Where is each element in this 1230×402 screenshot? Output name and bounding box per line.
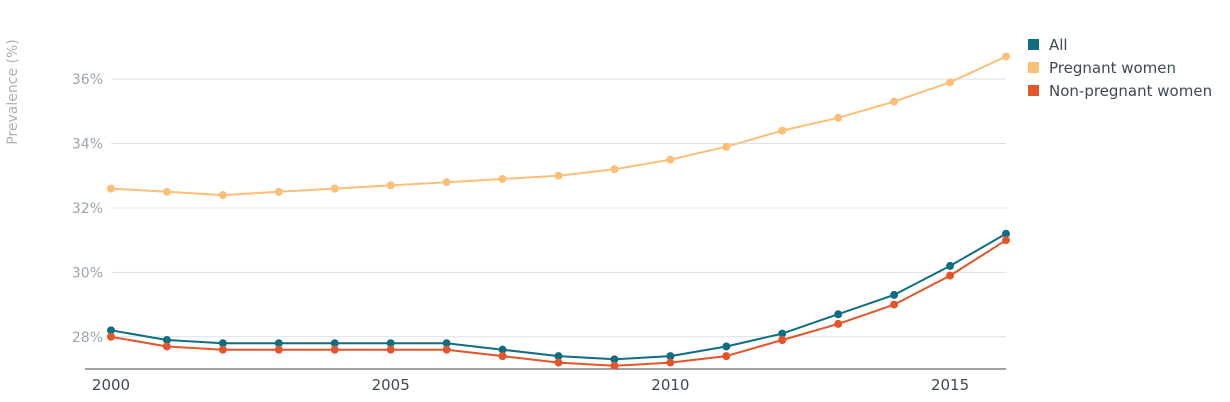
- x-tick-label: 2000: [92, 376, 130, 394]
- legend-item: Non-pregnant women: [1028, 79, 1212, 102]
- data-point: [666, 352, 675, 361]
- data-point: [554, 358, 563, 367]
- series-line: [110, 232, 1007, 361]
- data-point: [107, 184, 115, 193]
- data-point: [386, 339, 395, 348]
- legend-label: Non-pregnant women: [1049, 81, 1213, 100]
- data-point: [107, 326, 115, 335]
- data-point: [778, 329, 787, 338]
- data-point: [946, 271, 955, 280]
- data-point: [162, 187, 171, 196]
- gridlines: [85, 78, 1006, 370]
- x-tick-label: 2010: [651, 376, 689, 394]
- data-point: [1002, 236, 1010, 245]
- data-point: [722, 142, 731, 151]
- legend-item: All: [1028, 33, 1212, 56]
- data-point: [274, 187, 283, 196]
- data-point: [218, 345, 227, 354]
- series-2: [107, 236, 1010, 370]
- y-tick-label: 36%: [72, 72, 103, 88]
- data-point: [162, 342, 171, 351]
- legend-item: Pregnant women: [1028, 56, 1212, 79]
- series-1: [107, 52, 1010, 200]
- data-point: [890, 300, 899, 309]
- y-tick-label: 34%: [72, 137, 103, 153]
- data-point: [330, 184, 339, 193]
- data-point: [946, 261, 955, 270]
- data-point: [610, 361, 619, 370]
- y-tick-label: 28%: [72, 330, 103, 346]
- legend-label: All: [1049, 35, 1068, 54]
- series-0: [107, 229, 1010, 364]
- data-point: [386, 345, 395, 354]
- data-point: [834, 310, 843, 319]
- data-point: [778, 126, 787, 135]
- legend-swatch: [1028, 85, 1039, 96]
- data-point: [890, 290, 899, 299]
- data-point: [834, 113, 843, 122]
- data-point: [498, 352, 507, 361]
- data-point: [274, 345, 283, 354]
- data-point: [498, 345, 507, 354]
- y-axis-ticks: 28% 30% 32% 34% 36%: [72, 72, 103, 346]
- data-point: [442, 339, 451, 348]
- legend-swatch: [1028, 39, 1039, 50]
- data-point: [554, 171, 563, 180]
- data-point: [666, 358, 675, 367]
- x-tick-label: 2005: [372, 376, 410, 394]
- data-point: [498, 174, 507, 183]
- data-point: [162, 336, 171, 345]
- data-point: [834, 319, 843, 328]
- data-point: [610, 165, 619, 174]
- x-tick-label: 2015: [931, 376, 969, 394]
- data-point: [946, 78, 955, 87]
- series-lines: [107, 52, 1010, 370]
- data-point: [442, 178, 451, 187]
- x-axis-ticks: 2000 2005 2010 2015: [92, 376, 969, 394]
- y-tick-label: 32%: [72, 201, 103, 217]
- data-point: [442, 345, 451, 354]
- y-tick-label: 30%: [72, 265, 103, 281]
- data-point: [666, 155, 675, 164]
- data-point: [218, 191, 227, 200]
- data-point: [554, 352, 563, 361]
- data-point: [890, 97, 899, 106]
- data-point: [386, 181, 395, 190]
- data-point: [330, 345, 339, 354]
- legend-swatch: [1028, 62, 1039, 73]
- data-point: [274, 339, 283, 348]
- legend: All Pregnant women Non-pregnant women: [1028, 33, 1212, 102]
- data-point: [1002, 229, 1010, 238]
- data-point: [218, 339, 227, 348]
- data-point: [1002, 52, 1010, 61]
- data-point: [722, 342, 731, 351]
- data-point: [107, 332, 115, 341]
- legend-label: Pregnant women: [1049, 58, 1177, 77]
- data-point: [330, 339, 339, 348]
- data-point: [610, 355, 619, 364]
- data-point: [778, 336, 787, 345]
- y-axis-label: Prevalence (%): [5, 39, 21, 145]
- data-point: [722, 352, 731, 361]
